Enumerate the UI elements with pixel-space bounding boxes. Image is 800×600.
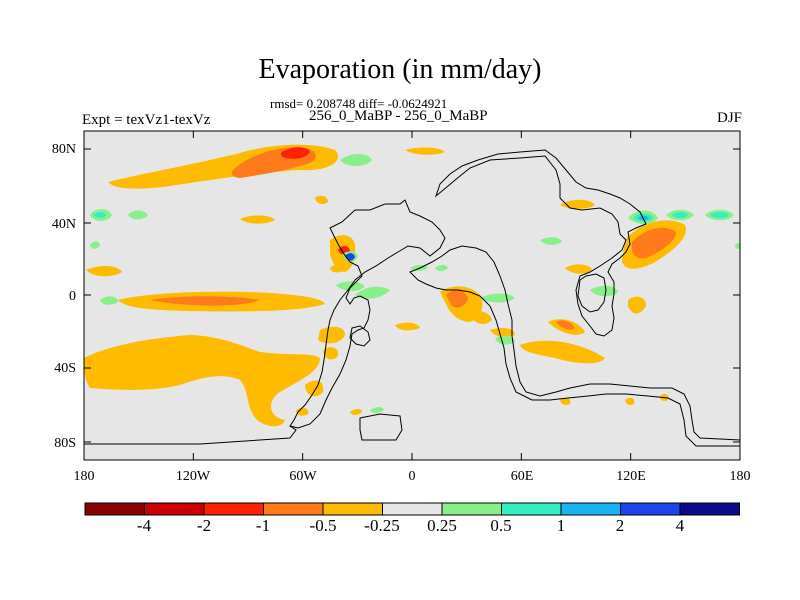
contour-green-tropics bbox=[100, 296, 118, 305]
colorbar-label: -1 bbox=[256, 516, 270, 535]
contour-cyan-npac4 bbox=[710, 212, 729, 218]
contour-dark-orange-africa bbox=[446, 290, 468, 308]
coastline-antarctic-east bbox=[359, 413, 403, 441]
contour-green-npac2 bbox=[128, 210, 148, 220]
colorbar-box bbox=[322, 502, 383, 516]
contour-orange-satl4 bbox=[395, 322, 420, 331]
x-tick-label: 0 bbox=[409, 469, 416, 484]
y-tick-label: 80S bbox=[54, 436, 76, 451]
plot-title: Evaporation (in mm/day) bbox=[258, 54, 542, 85]
contour-orange-satl bbox=[318, 326, 345, 344]
contour-orange-satl3 bbox=[305, 380, 324, 397]
x-tick-label: 120E bbox=[616, 469, 646, 484]
colorbar-box bbox=[560, 502, 621, 516]
colorbar-label: 0.5 bbox=[490, 516, 511, 535]
y-tick-label: 80N bbox=[52, 142, 76, 157]
contour-cyan-npac3 bbox=[672, 212, 688, 218]
x-tick-label: 60W bbox=[289, 469, 317, 484]
x-tick-label: 60E bbox=[511, 469, 534, 484]
colorbar-box bbox=[382, 502, 443, 516]
colorbar-box bbox=[84, 502, 145, 516]
contour-orange-tropics bbox=[86, 266, 122, 277]
coastline-australia bbox=[577, 273, 607, 313]
contour-green-so bbox=[370, 407, 384, 413]
contour-cyan-npac bbox=[94, 212, 106, 218]
x-tick-label: 180 bbox=[74, 469, 95, 484]
contour-orange-africa2 bbox=[470, 311, 492, 325]
contour-red bbox=[281, 147, 310, 159]
contour-orange-wpac bbox=[628, 296, 646, 314]
colorbar-label: 2 bbox=[616, 516, 625, 535]
coastline-antarctica bbox=[84, 425, 297, 445]
contour-dark-orange-eqpac bbox=[150, 296, 260, 306]
experiment-label: Expt = texVz1-texVz bbox=[82, 112, 211, 128]
coastline-americas bbox=[289, 199, 446, 429]
colorbar-box bbox=[620, 502, 681, 516]
case-line: 256_0_MaBP - 256_0_MaBP bbox=[309, 108, 488, 124]
colorbar-box bbox=[263, 502, 324, 516]
colorbar-box bbox=[501, 502, 562, 516]
coastlines bbox=[84, 149, 740, 447]
contour-green-atl5 bbox=[435, 265, 448, 271]
contour-dark-orange-kuroshio bbox=[631, 227, 676, 259]
contour-green-io4 bbox=[540, 237, 562, 245]
x-tick-label: 180 bbox=[730, 469, 751, 484]
contour-green-npac5 bbox=[735, 243, 740, 249]
x-tick-marks bbox=[83, 131, 741, 460]
y-tick-label: 0 bbox=[69, 289, 76, 304]
contour-green-io3 bbox=[590, 285, 618, 297]
colorbar bbox=[84, 502, 740, 516]
coastline-africa bbox=[409, 245, 740, 447]
contour-green-io2 bbox=[495, 335, 515, 345]
contour-orange-io4 bbox=[565, 264, 592, 274]
contour-orange-so bbox=[350, 409, 362, 415]
contour-orange-arctic-east bbox=[405, 147, 445, 155]
contour-orange-npac2 bbox=[240, 215, 275, 224]
y-tick-marks bbox=[84, 148, 740, 443]
contour-orange-so2 bbox=[296, 407, 309, 416]
anomaly-contours bbox=[84, 144, 740, 427]
colorbar-label: -2 bbox=[197, 516, 211, 535]
contour-orange-io bbox=[490, 327, 515, 337]
stats-line: rmsd= 0.208748 diff= -0.0624921 bbox=[270, 96, 448, 111]
season-label: DJF bbox=[716, 110, 742, 126]
contour-green-atl bbox=[90, 241, 100, 249]
contour-orange-satl2 bbox=[323, 347, 339, 360]
colorbar-box bbox=[679, 502, 740, 516]
colorbar-label: -0.25 bbox=[364, 516, 399, 535]
colorbar-label: 1 bbox=[557, 516, 566, 535]
coastline-eurasia bbox=[434, 149, 647, 337]
colorbar-label: 0.25 bbox=[427, 516, 457, 535]
contour-orange-io2 bbox=[520, 340, 605, 364]
contour-green-atl3 bbox=[355, 286, 390, 299]
contour-orange-spac bbox=[84, 335, 320, 427]
contour-orange-npac bbox=[315, 195, 328, 205]
contour-orange-gulf2 bbox=[330, 264, 345, 273]
colorbar-label: -4 bbox=[137, 516, 152, 535]
y-tick-label: 40S bbox=[54, 361, 76, 376]
colorbar-box bbox=[441, 502, 502, 516]
contour-green bbox=[340, 154, 372, 166]
colorbar-box bbox=[144, 502, 205, 516]
x-tick-label: 120W bbox=[176, 469, 211, 484]
coastline-greenland bbox=[349, 325, 371, 347]
contour-orange-south bbox=[560, 397, 571, 405]
colorbar-label: -0.5 bbox=[310, 516, 337, 535]
colorbar-label: 4 bbox=[676, 516, 685, 535]
y-tick-label: 40N bbox=[52, 217, 76, 232]
contour-orange-south2 bbox=[625, 397, 635, 405]
contour-dark-orange-io3 bbox=[556, 320, 575, 330]
colorbar-box bbox=[203, 502, 264, 516]
